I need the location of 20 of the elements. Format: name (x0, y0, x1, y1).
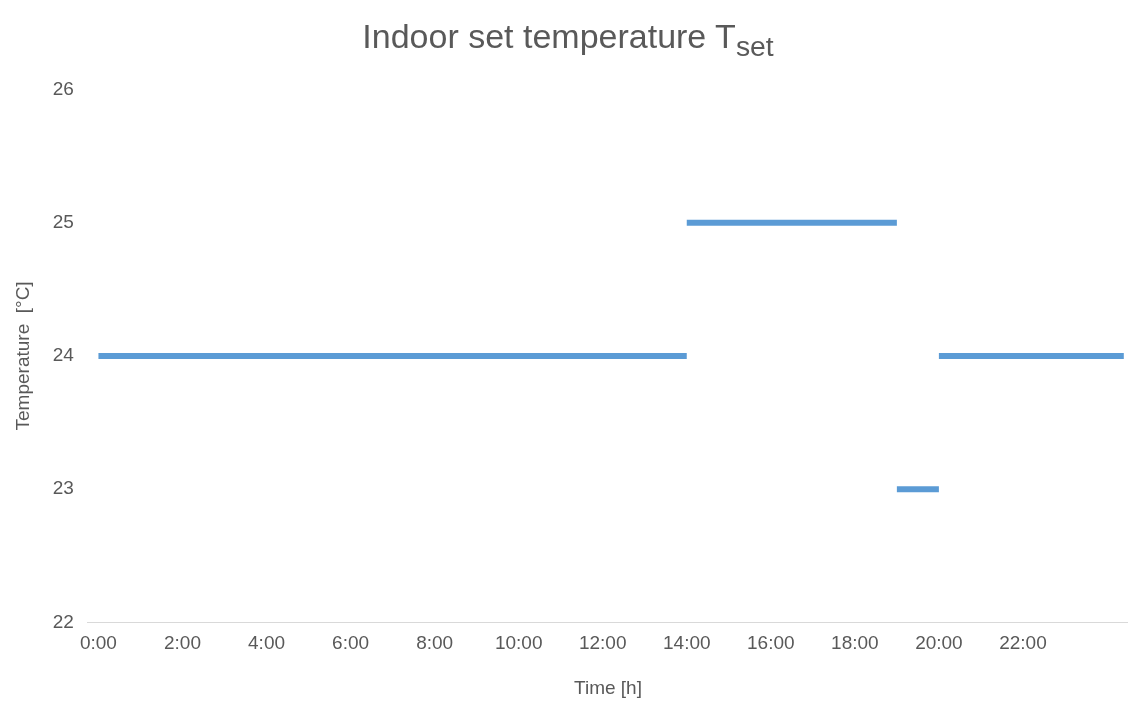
x-tick-label: 12:00 (578, 632, 627, 654)
x-tick-label: 8:00 (416, 632, 454, 654)
y-tick-label: 24 (52, 344, 75, 366)
x-tick-label: 6:00 (332, 632, 370, 654)
x-axis-title: Time [h] (574, 676, 642, 698)
x-tick-label: 0:00 (79, 632, 117, 654)
x-tick-label: 4:00 (248, 632, 286, 654)
y-tick-label: 26 (52, 77, 74, 99)
y-axis-title: Temperature [°C] (11, 281, 33, 431)
x-tick-label: 18:00 (831, 632, 879, 654)
x-tick-label: 14:00 (662, 632, 711, 654)
x-tick-label: 16:00 (747, 632, 795, 654)
chart-title: Indoor set temperature T$_{set}$ (361, 16, 775, 64)
x-tick-label: 2:00 (163, 632, 201, 654)
x-tick-label: 20:00 (915, 632, 963, 654)
y-tick-label: 25 (52, 210, 74, 232)
x-tick-label: 10:00 (494, 632, 543, 654)
y-tick-label: 22 (52, 610, 74, 632)
x-tick-label: 22:00 (999, 632, 1047, 654)
y-tick-label: 23 (52, 477, 74, 499)
